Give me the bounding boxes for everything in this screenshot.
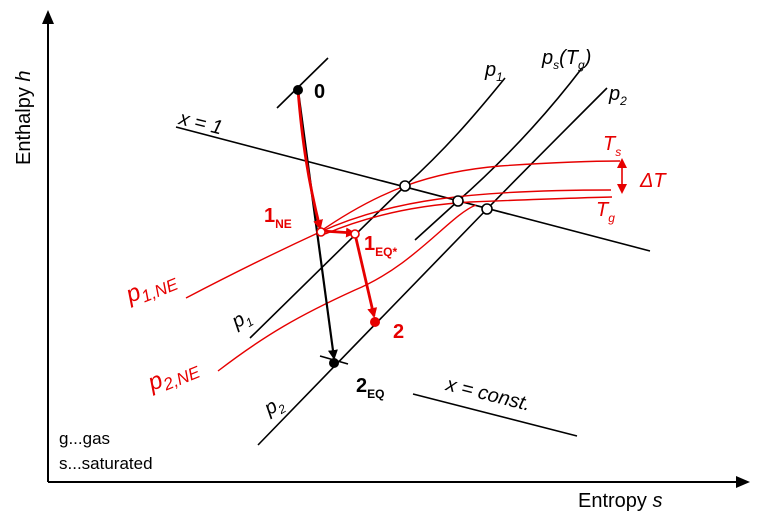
state-2-dot — [370, 317, 380, 327]
isobar-ps-line — [414, 67, 583, 241]
state-2-label: 2 — [393, 321, 404, 343]
state-0-label: 0 — [314, 81, 325, 103]
ts-label: Ts — [603, 133, 621, 159]
saturation-point-1-dot — [399, 180, 411, 192]
quality-xconst-label: x = const. — [443, 373, 533, 415]
isobar-p1-top-label: p1 — [484, 59, 503, 84]
process-0-to-1ne-arrow — [296, 89, 323, 230]
isobar-p2-top-label: p2 — [608, 83, 627, 108]
state-1ne-label: 1NE — [264, 205, 292, 231]
legend-saturated-label: s...saturated — [59, 454, 153, 473]
isobar-p1-bottom-label: p1 — [227, 305, 256, 336]
saturation-point-3-dot — [481, 203, 493, 215]
axes — [42, 10, 750, 488]
y-axis-arrowhead — [42, 10, 54, 24]
isobar-p2ne-label: p2,NE — [143, 352, 203, 400]
ts-line — [317, 160, 621, 234]
legend-gas-label: g...gas — [59, 429, 110, 448]
y-axis-label: Enthalpy h — [13, 70, 35, 165]
x-axis-arrowhead — [736, 476, 750, 488]
red-curves — [185, 160, 621, 372]
quality-x1-label: x = 1 — [176, 107, 225, 139]
saturation-point-2-dot — [452, 195, 464, 207]
quality-xconst-line — [412, 393, 578, 437]
isobar-p2-line — [257, 87, 608, 446]
isobar-lines — [175, 57, 651, 446]
state-1ne-dot — [316, 227, 326, 237]
isobar-p1ne-line — [185, 189, 612, 299]
isobar-p1ne-label: p1,NE — [121, 264, 181, 312]
isobar-p2ne-line — [217, 204, 477, 372]
isobar-upper-segment-line — [276, 57, 329, 109]
state-2eq-label: 2EQ — [356, 375, 384, 401]
quality-x1-line — [175, 126, 651, 252]
tg-label: Tg — [596, 199, 615, 225]
isobar-ps-label: ps(Tg) — [541, 47, 591, 72]
x-axis-label: Entropy s — [578, 490, 662, 512]
state-1eq-label: 1EQ* — [364, 233, 397, 259]
process-1eq-to-2-arrow — [353, 233, 378, 318]
state-1eq-dot — [350, 229, 360, 239]
state-0-dot — [293, 85, 303, 95]
tg-line — [324, 196, 613, 235]
state-2eq-dot — [329, 358, 339, 368]
isobar-p1-line — [249, 77, 506, 339]
process-1ne-to-1eq-arrow — [321, 227, 356, 238]
delta-t-label: ΔT — [639, 170, 667, 192]
